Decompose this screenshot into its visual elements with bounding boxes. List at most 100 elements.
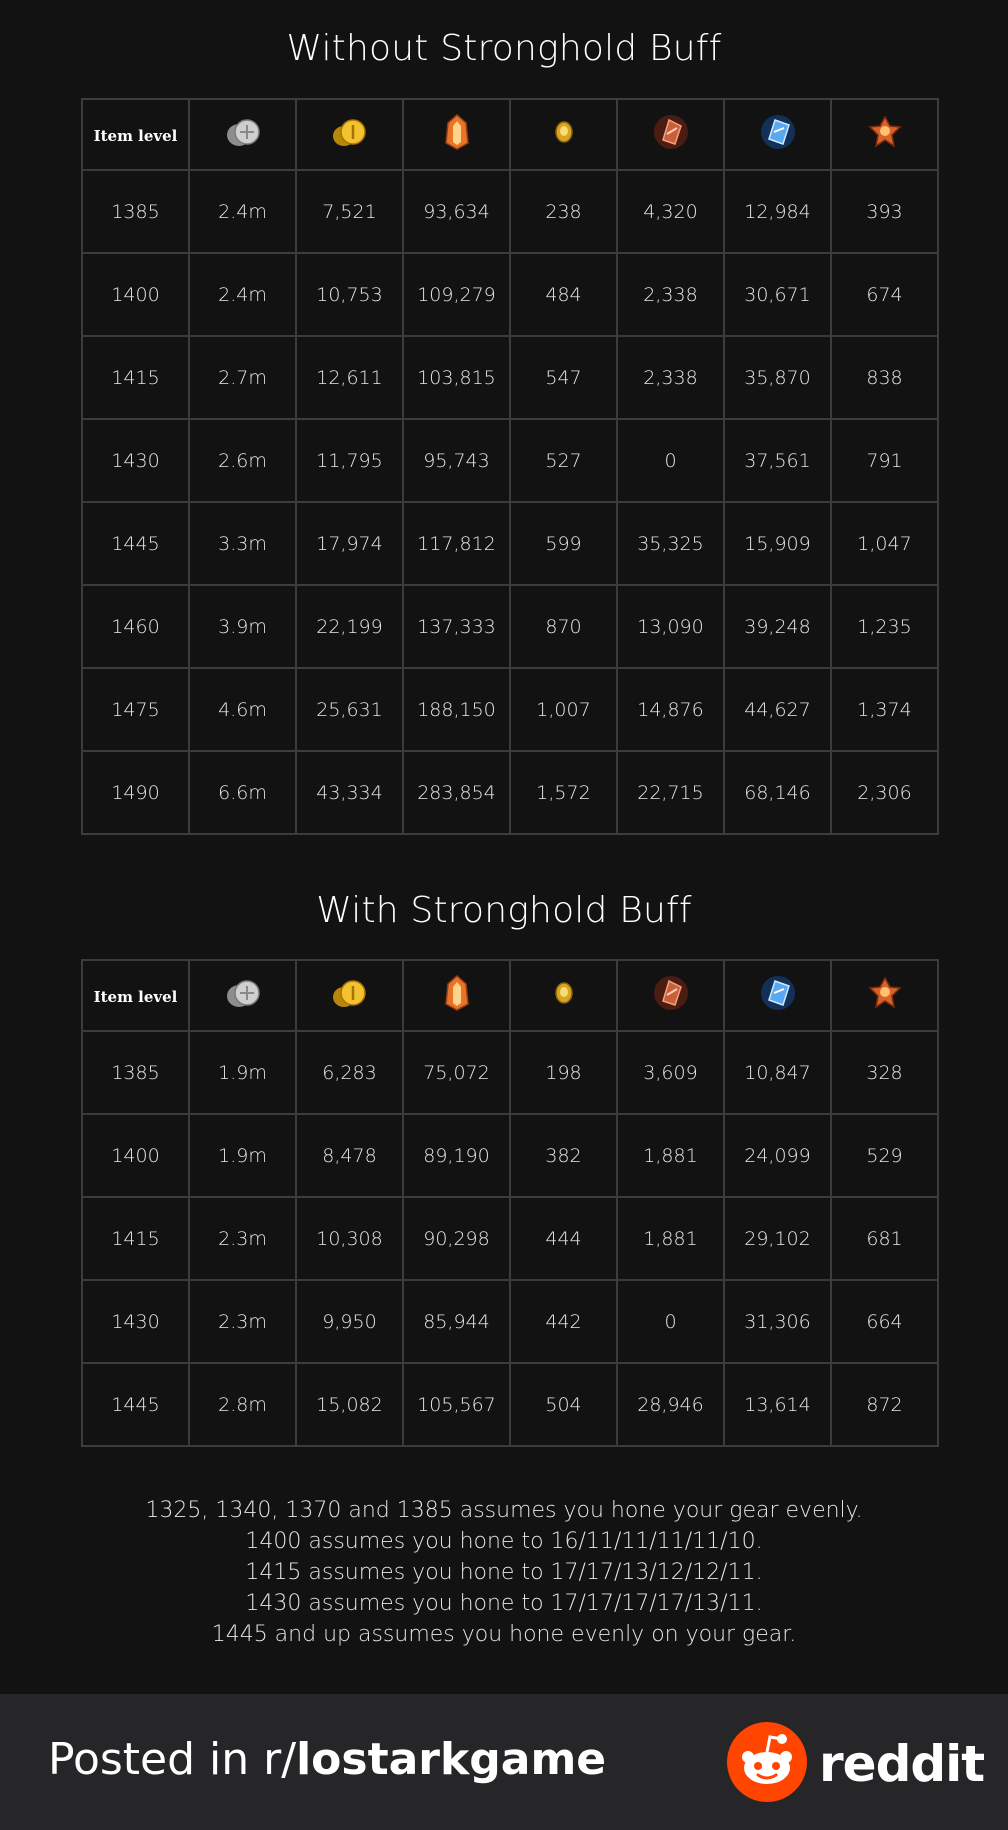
cell-guardian-stones: 10,847: [723, 1030, 832, 1115]
cell-item-level: 1460: [81, 584, 190, 669]
cell-shards: 117,812: [402, 501, 511, 586]
table-row: 1385 2.4m 7,521 93,634 238 4,320 12,984 393: [81, 169, 939, 254]
header-cell-item-level: Item level: [81, 959, 190, 1032]
cell-item-level: 1445: [81, 501, 190, 586]
header-cell-gold: [295, 959, 404, 1032]
cell-silver: 2.3m: [188, 1196, 297, 1281]
note-line: 1445 and up assumes you hone evenly on y…: [211, 1622, 797, 1647]
cell-gold: 11,795: [295, 418, 404, 503]
shard-pouch-icon: [442, 974, 472, 1017]
cell-item-level: 1400: [81, 252, 190, 337]
cell-fusion-materials: 681: [830, 1196, 939, 1281]
cell-silver: 2.6m: [188, 418, 297, 503]
cell-leapstones: 870: [509, 584, 618, 669]
fusion-material-icon: [866, 974, 904, 1017]
table-row: 1445 3.3m 17,974 117,812 599 35,325 15,909 1,04…: [81, 501, 939, 586]
header-cell-destruction-stones: [616, 959, 725, 1032]
cell-leapstones: 198: [509, 1030, 618, 1115]
table-row: 1400 1.9m 8,478 89,190 382 1,881 24,099 529: [81, 1113, 939, 1198]
reddit-snoo-icon: [727, 1722, 807, 1806]
cell-guardian-stones: 29,102: [723, 1196, 832, 1281]
guardian-stone-icon: [758, 973, 798, 1018]
cell-leapstones: 442: [509, 1279, 618, 1364]
cell-gold: 15,082: [295, 1362, 404, 1447]
silver-coins-icon: [223, 976, 263, 1015]
leapstone-icon: [553, 980, 575, 1011]
cell-leapstones: 527: [509, 418, 618, 503]
cell-silver: 2.3m: [188, 1279, 297, 1364]
cell-fusion-materials: 529: [830, 1113, 939, 1198]
table-row: 1415 2.7m 12,611 103,815 547 2,338 35,870 838: [81, 335, 939, 420]
note-line: 1415 assumes you hone to 17/17/13/12/12/…: [245, 1560, 763, 1585]
item-level-header-label: Item level: [93, 987, 178, 1006]
cell-destruction-stones: 22,715: [616, 750, 725, 835]
destruction-stone-icon: [651, 112, 691, 157]
cell-gold: 25,631: [295, 667, 404, 752]
header-cell-silver: [188, 959, 297, 1032]
cell-fusion-materials: 838: [830, 335, 939, 420]
cell-fusion-materials: 791: [830, 418, 939, 503]
cell-gold: 10,308: [295, 1196, 404, 1281]
cell-item-level: 1415: [81, 335, 190, 420]
posted-prefix: Posted in: [48, 1734, 264, 1785]
item-level-header-label: Item level: [93, 126, 178, 145]
table-row: 1475 4.6m 25,631 188,150 1,007 14,876 44,627 1,…: [81, 667, 939, 752]
header-cell-guardian-stones: [723, 98, 832, 171]
cell-item-level: 1475: [81, 667, 190, 752]
cell-shards: 188,150: [402, 667, 511, 752]
cell-item-level: 1490: [81, 750, 190, 835]
cell-guardian-stones: 15,909: [723, 501, 832, 586]
cell-guardian-stones: 35,870: [723, 335, 832, 420]
cell-fusion-materials: 393: [830, 169, 939, 254]
cell-fusion-materials: 872: [830, 1362, 939, 1447]
header-cell-fusion-materials: [830, 98, 939, 171]
cell-guardian-stones: 31,306: [723, 1279, 832, 1364]
cell-gold: 7,521: [295, 169, 404, 254]
cell-shards: 109,279: [402, 252, 511, 337]
gold-coins-icon: [330, 976, 370, 1015]
section-title-without-buff: Without Stronghold Buff: [286, 28, 722, 69]
cell-item-level: 1385: [81, 169, 190, 254]
cell-destruction-stones: 28,946: [616, 1362, 725, 1447]
note-line: 1430 assumes you hone to 17/17/17/17/13/…: [245, 1591, 763, 1616]
cell-fusion-materials: 1,047: [830, 501, 939, 586]
header-cell-silver: [188, 98, 297, 171]
cell-gold: 43,334: [295, 750, 404, 835]
table-header-row: Item level: [81, 959, 939, 1032]
cell-silver: 1.9m: [188, 1030, 297, 1115]
header-cell-destruction-stones: [616, 98, 725, 171]
cell-item-level: 1385: [81, 1030, 190, 1115]
cell-silver: 6.6m: [188, 750, 297, 835]
reddit-logo[interactable]: reddit: [727, 1722, 985, 1806]
cell-destruction-stones: 0: [616, 418, 725, 503]
cell-guardian-stones: 24,099: [723, 1113, 832, 1198]
cell-destruction-stones: 3,609: [616, 1030, 725, 1115]
cell-destruction-stones: 35,325: [616, 501, 725, 586]
header-cell-guardian-stones: [723, 959, 832, 1032]
header-cell-leapstones: [509, 959, 618, 1032]
cell-guardian-stones: 13,614: [723, 1362, 832, 1447]
table-row: 1400 2.4m 10,753 109,279 484 2,338 30,671 674: [81, 252, 939, 337]
cell-destruction-stones: 0: [616, 1279, 725, 1364]
table-row: 1460 3.9m 22,199 137,333 870 13,090 39,248 1,23…: [81, 584, 939, 669]
cell-item-level: 1430: [81, 418, 190, 503]
cell-destruction-stones: 13,090: [616, 584, 725, 669]
cell-silver: 2.8m: [188, 1362, 297, 1447]
table-header-row: Item level: [81, 98, 939, 171]
cell-fusion-materials: 2,306: [830, 750, 939, 835]
cell-fusion-materials: 1,374: [830, 667, 939, 752]
cell-guardian-stones: 12,984: [723, 169, 832, 254]
cell-silver: 3.9m: [188, 584, 297, 669]
cell-gold: 17,974: [295, 501, 404, 586]
header-cell-leapstones: [509, 98, 618, 171]
guardian-stone-icon: [758, 112, 798, 157]
leapstone-icon: [553, 119, 575, 150]
cell-destruction-stones: 2,338: [616, 335, 725, 420]
cell-silver: 2.7m: [188, 335, 297, 420]
table-row: 1385 1.9m 6,283 75,072 198 3,609 10,847 328: [81, 1030, 939, 1115]
table-row: 1430 2.6m 11,795 95,743 527 0 37,561 791: [81, 418, 939, 503]
cell-gold: 6,283: [295, 1030, 404, 1115]
silver-coins-icon: [223, 115, 263, 154]
posted-in-label[interactable]: Posted in r/lostarkgame: [48, 1734, 606, 1785]
header-cell-fusion-materials: [830, 959, 939, 1032]
